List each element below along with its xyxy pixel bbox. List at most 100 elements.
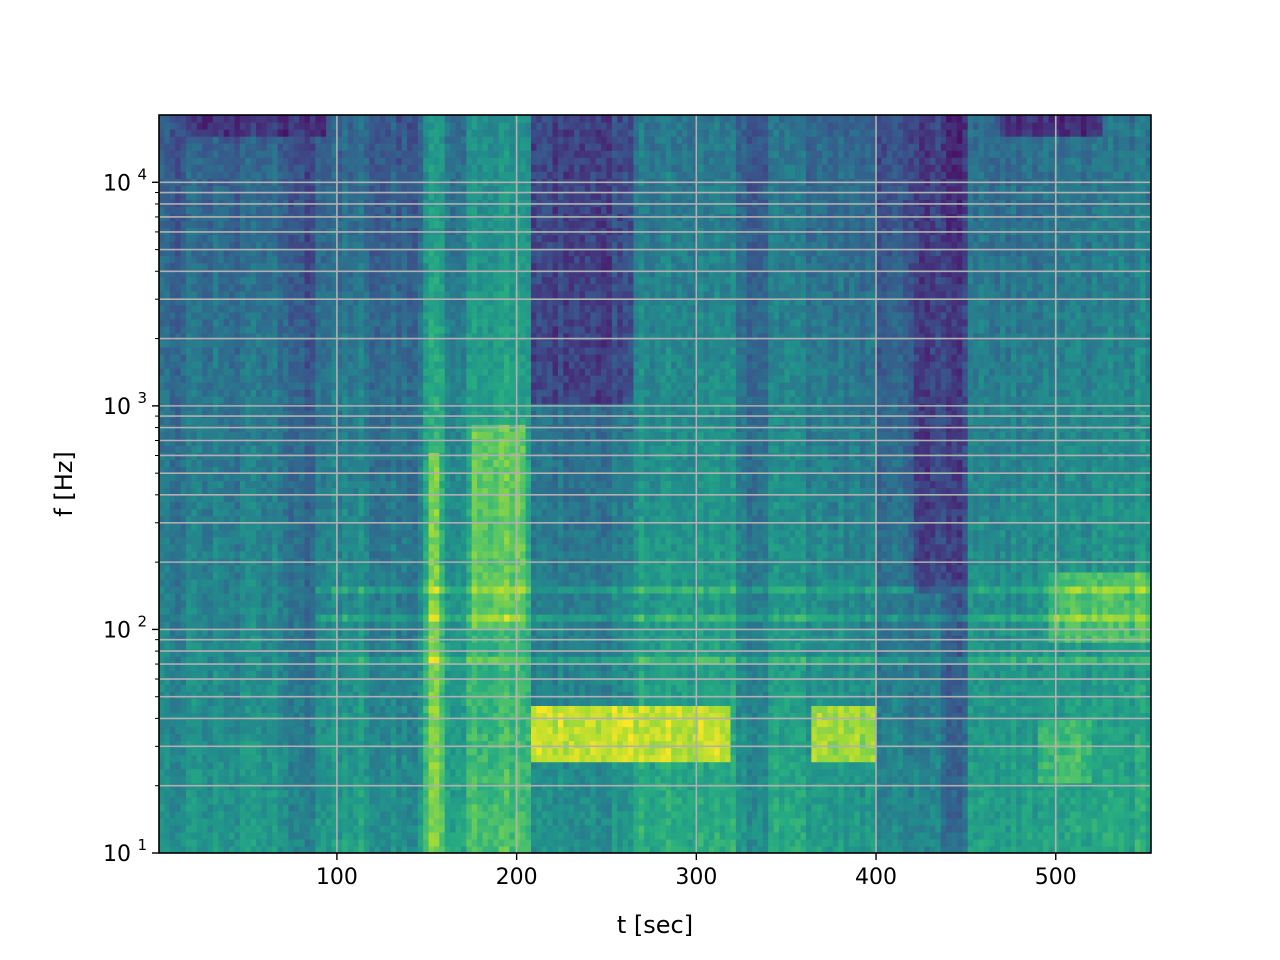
heatmap-cell (261, 417, 268, 425)
heatmap-cell (385, 684, 392, 692)
heatmap-cell (331, 199, 338, 207)
heatmap-cell (218, 649, 225, 657)
heatmap-cell (261, 768, 268, 777)
heatmap-cell (207, 585, 214, 594)
heatmap-cell (358, 810, 365, 819)
heatmap-cell (202, 389, 209, 397)
heatmap-cell (396, 845, 403, 853)
heatmap-cell (272, 740, 279, 749)
heatmap-cell (390, 670, 397, 678)
heatmap-cell (283, 157, 289, 165)
heatmap-cell (277, 269, 284, 278)
heatmap-cell (185, 206, 192, 214)
heatmap-cell (369, 171, 376, 179)
heatmap-cell (277, 845, 284, 853)
heatmap-cell (288, 705, 295, 714)
heatmap-cell (212, 143, 219, 151)
heatmap-cell (164, 361, 171, 369)
heatmap-cell (363, 614, 370, 622)
heatmap-cell (256, 740, 263, 749)
heatmap-cell (256, 396, 263, 404)
heatmap-cell (320, 578, 327, 587)
heatmap-cell (159, 150, 165, 158)
heatmap-cell (358, 206, 365, 214)
heatmap-cell (309, 115, 316, 123)
heatmap-cell (218, 564, 225, 573)
heatmap-cell (229, 733, 236, 742)
heatmap-cell (299, 705, 306, 714)
heatmap-cell (288, 361, 295, 369)
heatmap-cell (207, 234, 214, 243)
heatmap-cell (353, 614, 360, 622)
heatmap-cell (320, 607, 327, 615)
heatmap-cell (159, 269, 165, 278)
heatmap-cell (185, 550, 192, 559)
heatmap-cell (272, 487, 279, 496)
heatmap-cell (191, 684, 198, 692)
heatmap-cell (277, 234, 284, 243)
heatmap-cell (261, 410, 268, 418)
heatmap-cell (191, 290, 198, 299)
heatmap-cell (239, 803, 246, 812)
heatmap-cell (315, 698, 322, 706)
heatmap-cell (304, 361, 311, 369)
heatmap-cell (390, 361, 397, 369)
heatmap-cell (239, 220, 246, 229)
heatmap-cell (283, 543, 289, 552)
heatmap-cell (288, 803, 295, 812)
heatmap-cell (336, 607, 343, 615)
heatmap-cell (288, 726, 295, 735)
heatmap-cell (266, 642, 273, 650)
heatmap-cell (266, 459, 273, 468)
heatmap-cell (299, 234, 306, 243)
heatmap-cell (407, 332, 413, 341)
heatmap-cell (272, 192, 279, 200)
heatmap-cell (159, 691, 165, 699)
heatmap-cell (331, 733, 338, 742)
heatmap-cell (159, 396, 165, 404)
heatmap-cell (207, 754, 214, 763)
heatmap-cell (229, 361, 236, 369)
heatmap-cell (169, 642, 176, 650)
heatmap-cell (256, 445, 263, 453)
heatmap-cell (261, 529, 268, 538)
heatmap-cell (169, 754, 176, 763)
heatmap-cell (385, 192, 392, 200)
heatmap-cell (229, 206, 236, 214)
heatmap-cell (175, 810, 182, 819)
heatmap-cell (320, 550, 327, 559)
heatmap-cell (234, 592, 241, 601)
heatmap-cell (288, 592, 295, 601)
heatmap-cell (164, 712, 171, 721)
heatmap-cell (363, 494, 370, 503)
heatmap-cell (234, 136, 241, 144)
heatmap-cell (229, 543, 236, 552)
heatmap-cell (380, 698, 387, 706)
heatmap-cell (239, 592, 246, 601)
heatmap-cell (229, 775, 236, 784)
heatmap-cell (202, 550, 209, 559)
heatmap-cell (185, 290, 192, 299)
heatmap-cell (212, 508, 219, 517)
heatmap-cell (261, 747, 268, 756)
heatmap-cell (164, 656, 171, 664)
heatmap-cell (159, 621, 165, 629)
heatmap-cell (250, 375, 257, 383)
heatmap-cell (191, 403, 198, 411)
heatmap-cell (390, 726, 397, 735)
heatmap-cell (401, 712, 408, 721)
heatmap-cell (309, 262, 316, 271)
heatmap-cell (261, 487, 268, 496)
heatmap-cell (374, 122, 381, 130)
heatmap-cell (266, 578, 273, 587)
heatmap-cell (250, 803, 257, 812)
heatmap-cell (363, 220, 370, 229)
heatmap-cell (229, 339, 236, 348)
heatmap-cell (212, 382, 219, 390)
heatmap-cell (363, 691, 370, 699)
heatmap-cell (245, 122, 252, 130)
heatmap-cell (363, 311, 370, 320)
heatmap-cell (369, 375, 376, 383)
heatmap-cell (250, 136, 257, 144)
heatmap-cell (326, 290, 333, 299)
